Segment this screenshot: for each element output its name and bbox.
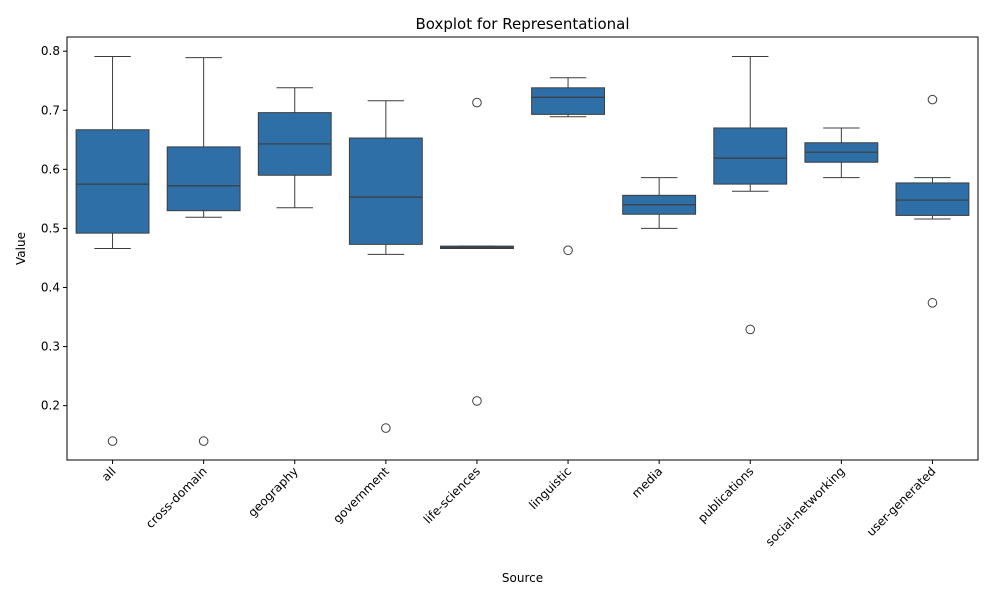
- outlier-point: [563, 245, 573, 256]
- outlier-point: [472, 97, 482, 108]
- box-group-social-networking: [804, 127, 879, 179]
- x-tick-label: geography: [245, 464, 301, 520]
- outlier-point: [927, 94, 938, 105]
- box-group-cross-domain: [166, 57, 241, 446]
- x-tick-label: publications: [695, 464, 756, 525]
- x-tick-label: all: [99, 464, 119, 484]
- box-cross-domain: [166, 146, 241, 212]
- box-group-government: [348, 100, 423, 433]
- x-tick-label: cross-domain: [143, 464, 210, 531]
- outlier-point: [927, 298, 938, 308]
- y-tick-label: 0.2: [41, 399, 60, 413]
- box-group-life-sciences: [440, 97, 514, 406]
- y-tick-label: 0.7: [41, 103, 60, 117]
- box-government: [348, 137, 423, 245]
- x-tick-label: government: [330, 464, 392, 526]
- boxes-layer: [75, 55, 970, 446]
- x-tick-label: linguistic: [526, 464, 574, 512]
- box-all: [75, 129, 150, 234]
- y-tick-label: 0.6: [41, 162, 60, 176]
- box-publications: [713, 127, 788, 185]
- y-tick-label: 0.3: [41, 340, 60, 354]
- x-axis-label: Source: [502, 571, 543, 585]
- x-axis: all cross-domain geography government life-s…: [99, 460, 939, 549]
- outlier-point: [381, 423, 391, 433]
- y-tick-label: 0.4: [41, 280, 60, 294]
- outlier-point: [198, 436, 209, 446]
- x-tick-label: media: [629, 464, 665, 500]
- box-group-all: [75, 55, 150, 446]
- box-linguistic: [531, 87, 605, 115]
- x-tick-label: life-sciences: [421, 464, 483, 526]
- x-tick-label: social-networking: [763, 464, 848, 549]
- outlier-point: [745, 324, 756, 335]
- box-group-user-generated: [895, 94, 970, 308]
- box-group-geography: [257, 87, 332, 209]
- outlier-point: [107, 436, 118, 446]
- y-tick-label: 0.5: [41, 221, 60, 235]
- box-group-publications: [713, 55, 788, 335]
- box-group-media: [622, 177, 697, 229]
- box-group-linguistic: [531, 77, 605, 256]
- x-tick-label: user-generated: [864, 464, 939, 539]
- outlier-point: [472, 396, 482, 406]
- plot-frame: [66, 36, 979, 461]
- y-axis-label: Value: [14, 232, 28, 265]
- y-tick-label: 0.8: [41, 44, 60, 58]
- box-user-generated: [895, 182, 970, 216]
- chart-title: Boxplot for Representational: [415, 15, 629, 33]
- y-axis: 0.2 0.3 0.4 0.5 0.6 0.7 0.8: [41, 44, 67, 413]
